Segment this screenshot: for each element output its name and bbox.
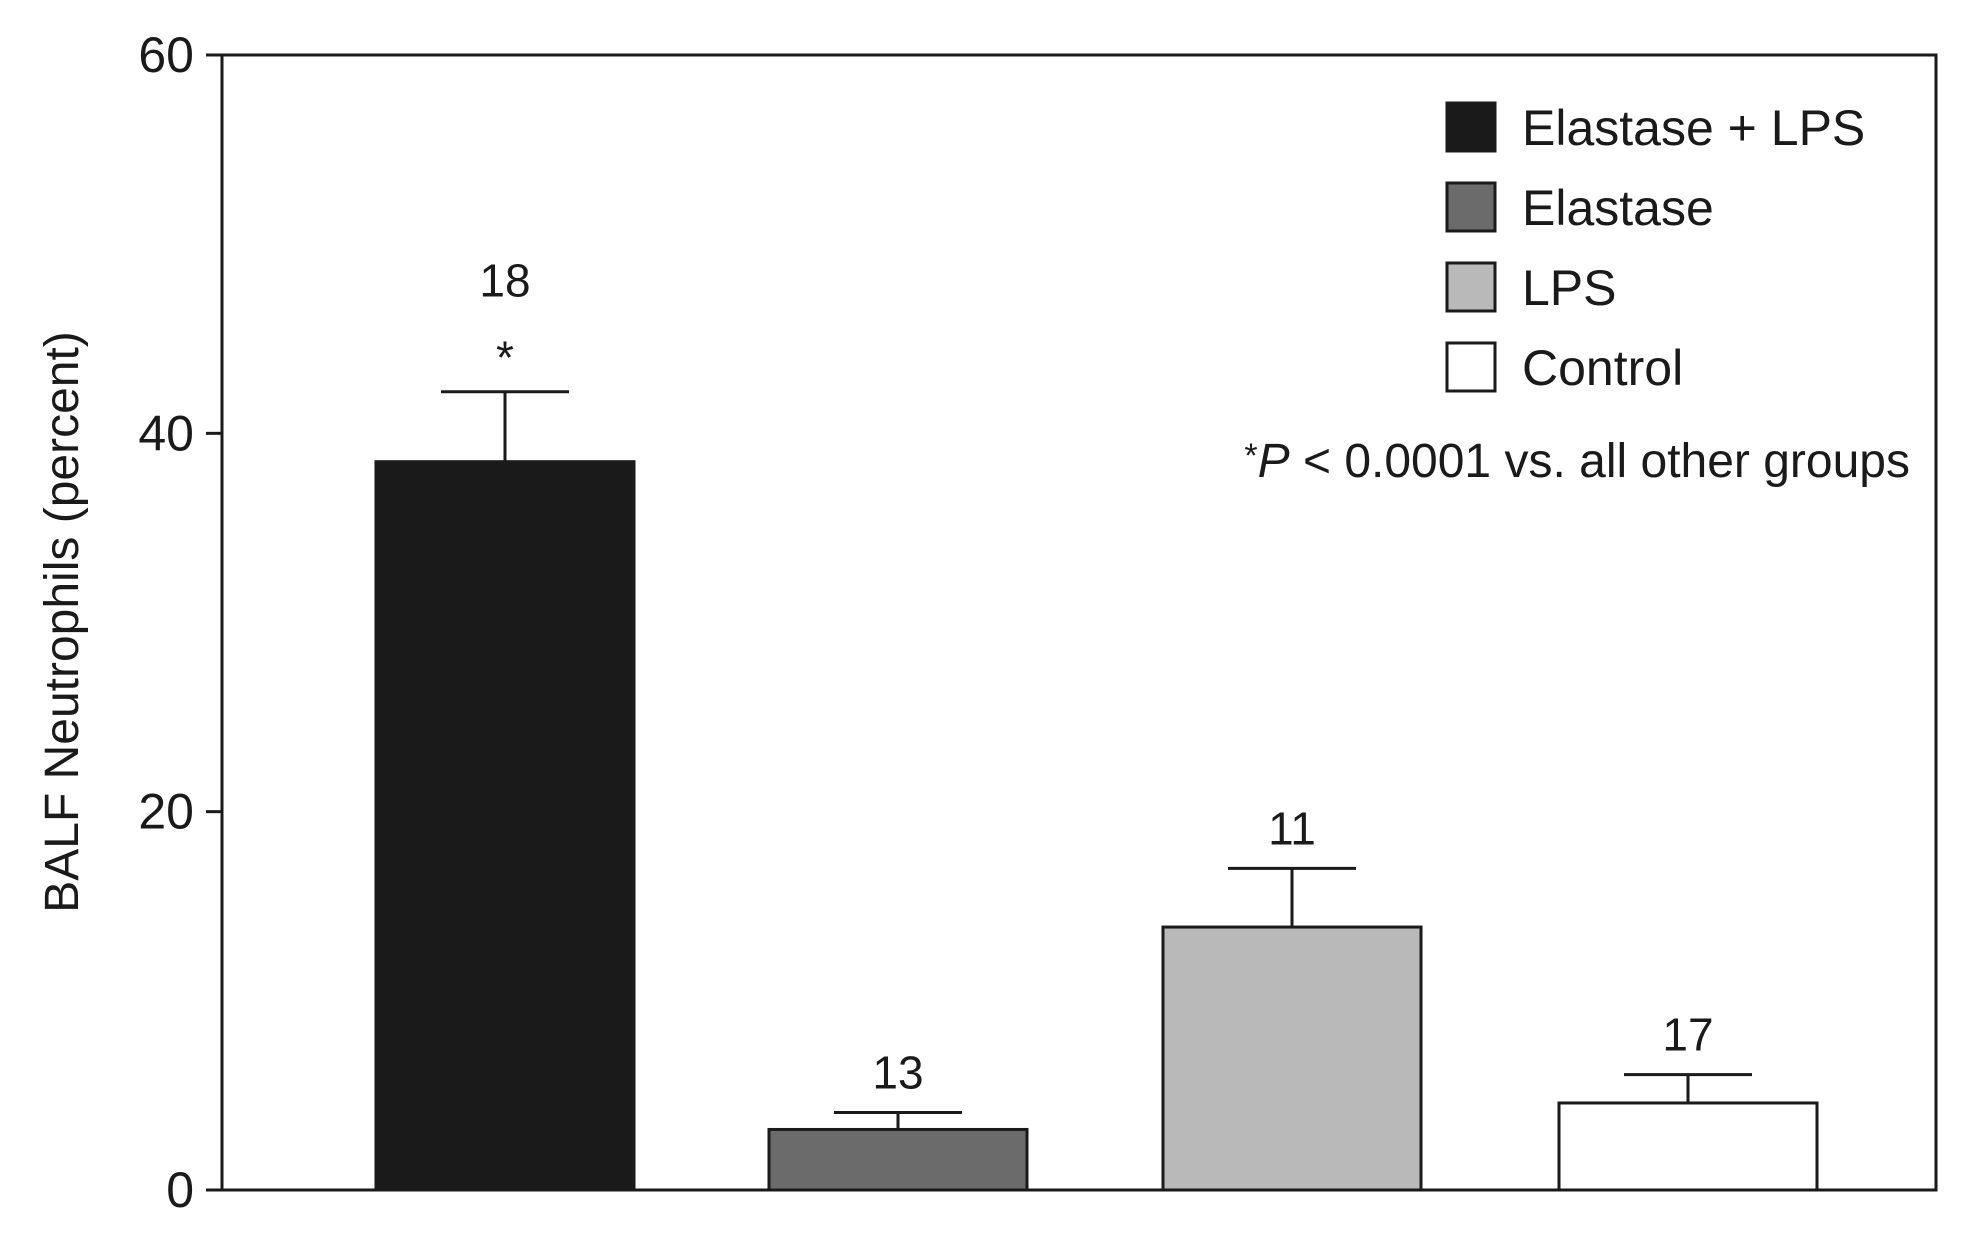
y-tick-label: 0 [166,1162,194,1218]
bar [767,1127,1029,1192]
significance-note: *P < 0.0001 vs. all other groups [1244,435,1910,488]
legend-swatch [1445,341,1497,393]
plot-area-frame [220,53,1938,1192]
legend-swatch [1445,101,1497,153]
bars-group: * 18 13 11 17 [374,255,1819,1192]
significance-marker: * [496,332,514,384]
y-tick-label: 20 [138,784,194,840]
n-label: 18 [479,255,530,307]
note-italic: P [1258,435,1290,488]
legend-label: LPS [1522,260,1617,316]
legend-swatch [1445,181,1497,233]
n-label: 13 [872,1046,923,1098]
n-label: 17 [1662,1009,1713,1061]
y-axis: 0 20 40 60 [138,27,222,1218]
legend-label: Elastase + LPS [1522,100,1865,156]
bar [1161,925,1423,1192]
y-tick-label: 60 [138,27,194,83]
note-rest: < 0.0001 vs. all other groups [1290,435,1910,488]
y-tick-label: 40 [138,405,194,461]
n-label: 11 [1268,802,1316,854]
y-axis-title: BALF Neutrophils (percent) [36,331,89,913]
legend-label: Elastase [1522,180,1714,236]
bar [1557,1101,1819,1192]
bar [374,460,636,1192]
legend-label: Control [1522,340,1683,396]
legend-swatch [1445,261,1497,313]
note-prefix: * [1244,437,1257,475]
legend: Elastase + LPS Elastase LPS Control [1445,100,1865,396]
